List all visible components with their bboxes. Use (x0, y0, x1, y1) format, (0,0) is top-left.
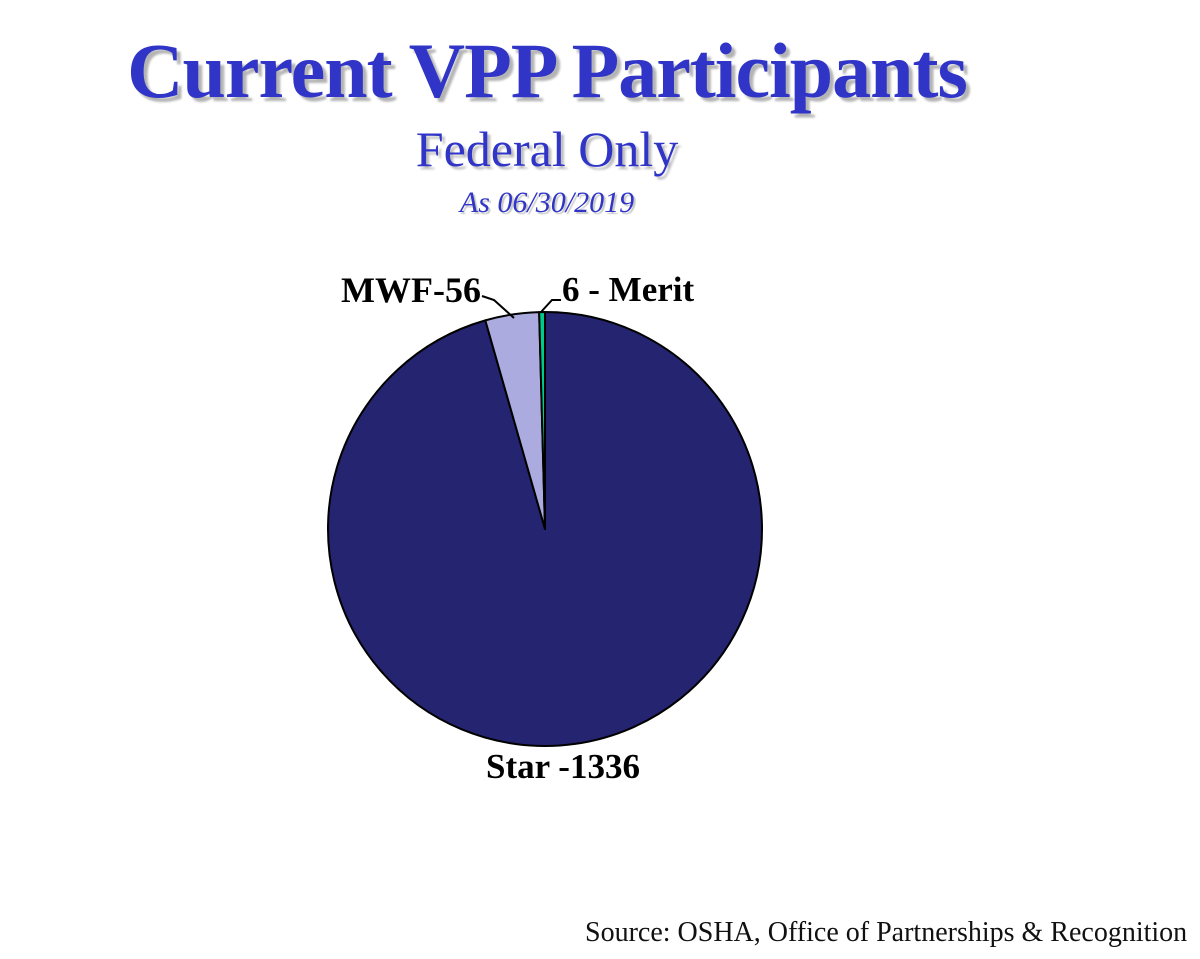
pie-label-star: Star -1336 (486, 747, 640, 786)
pie-label-mwf: MWF-56 (341, 270, 481, 310)
pie-slices (326, 311, 763, 747)
as-of-date: As 06/30/2019 (459, 186, 635, 219)
mwf-leader-line (481, 295, 515, 319)
pie-label-merit: 6 - Merit (562, 270, 695, 309)
merit-leader-line (540, 299, 561, 313)
slide-header: Current VPP Participants Federal Only As… (0, 32, 1094, 218)
slide-title: Current VPP Participants (127, 27, 968, 114)
slide-subtitle: Federal Only (415, 121, 679, 177)
source-attribution: Source: OSHA, Office of Partnerships & R… (585, 917, 1188, 948)
